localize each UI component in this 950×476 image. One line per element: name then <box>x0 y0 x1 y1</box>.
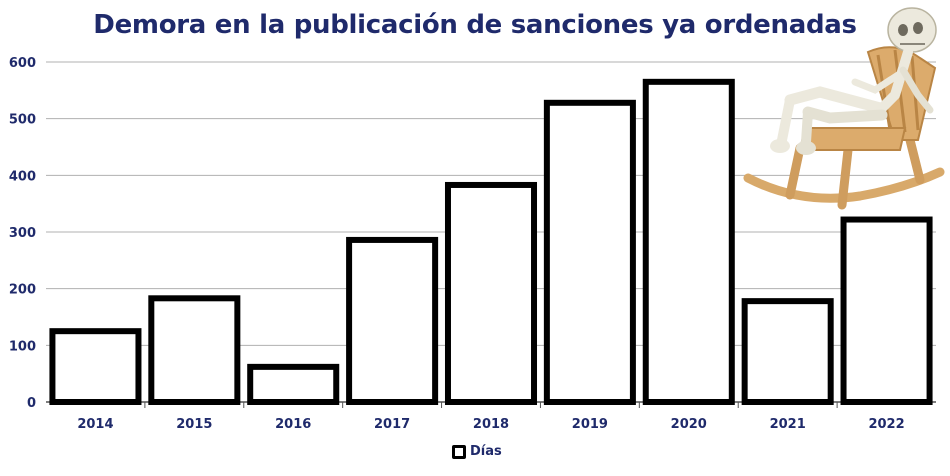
x-tick-label: 2018 <box>473 417 509 432</box>
bar-2018 <box>444 181 538 405</box>
x-tick-label: 2021 <box>770 417 806 432</box>
bar-2021 <box>741 298 834 405</box>
y-tick-label: 100 <box>9 339 36 354</box>
x-tick-label: 2022 <box>868 417 904 432</box>
legend-label: Días <box>470 444 502 459</box>
bar-2016 <box>247 363 340 406</box>
x-tick-label: 2020 <box>671 417 707 432</box>
bars <box>49 78 933 406</box>
x-tick-label: 2017 <box>374 417 410 432</box>
x-tick-label: 2014 <box>77 417 113 432</box>
y-tick-label: 200 <box>9 283 36 298</box>
legend: Días <box>452 444 502 459</box>
y-tick-label: 0 <box>27 396 36 411</box>
bar-2019 <box>543 99 636 406</box>
x-tick-label: 2016 <box>275 417 311 432</box>
y-tick-label: 400 <box>9 169 36 184</box>
y-tick-label: 300 <box>9 226 36 241</box>
y-axis-ticks: 0 100 200 300 400 500 600 <box>9 56 36 411</box>
x-tick-label: 2019 <box>572 417 608 432</box>
bar-2022 <box>840 216 933 405</box>
bar-2020 <box>642 78 735 405</box>
y-tick-label: 600 <box>9 56 36 71</box>
bar-2017 <box>346 236 439 405</box>
y-tick-label: 500 <box>9 113 36 128</box>
chart-title: Demora en la publicación de sanciones ya… <box>93 10 857 40</box>
bar-2014 <box>49 328 142 405</box>
x-tick-label: 2015 <box>176 417 212 432</box>
x-axis-ticks: 2014 2015 2016 2017 2018 2019 2020 2021 2022 <box>77 402 905 432</box>
bar-2015 <box>148 295 241 405</box>
skeleton-rocking-chair-icon <box>743 7 945 210</box>
legend-swatch <box>452 444 466 459</box>
